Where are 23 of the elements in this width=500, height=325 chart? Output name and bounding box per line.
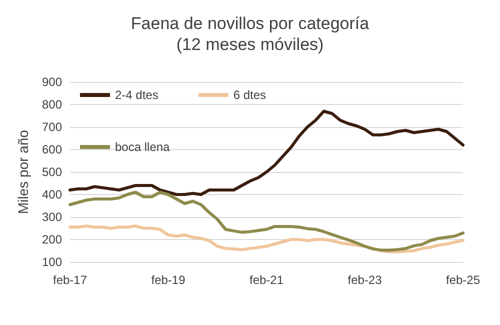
y-tick-label: 100: [42, 255, 62, 269]
y-axis-title: Miles por año: [15, 130, 31, 214]
y-tick-label: 800: [42, 98, 62, 112]
x-tick-label: feb-25: [446, 273, 480, 287]
line-series: [68, 190, 464, 252]
x-tick-label: feb-21: [249, 273, 284, 287]
x-tick-label: feb-19: [151, 273, 186, 287]
y-tick-label: 500: [42, 165, 62, 179]
y-tick-label: 700: [42, 120, 62, 134]
legend-label: 6 dtes: [233, 88, 266, 102]
line-series: [68, 224, 464, 254]
y-tick-label: 200: [42, 232, 62, 246]
legend-label: boca llena: [115, 140, 170, 154]
chart-subtitle: (12 meses móviles): [176, 35, 324, 54]
y-tick-label: 400: [42, 188, 62, 202]
legend-label: 2-4 dtes: [115, 88, 158, 102]
y-tick-label: 600: [42, 142, 62, 156]
x-tick-label: feb-17: [52, 273, 88, 287]
chart-title: Faena de novillos por categoría: [130, 14, 370, 33]
y-tick-label: 900: [42, 75, 62, 89]
line-series: [68, 110, 464, 196]
y-tick-label: 300: [42, 210, 62, 224]
x-tick-label: feb-23: [348, 273, 382, 287]
